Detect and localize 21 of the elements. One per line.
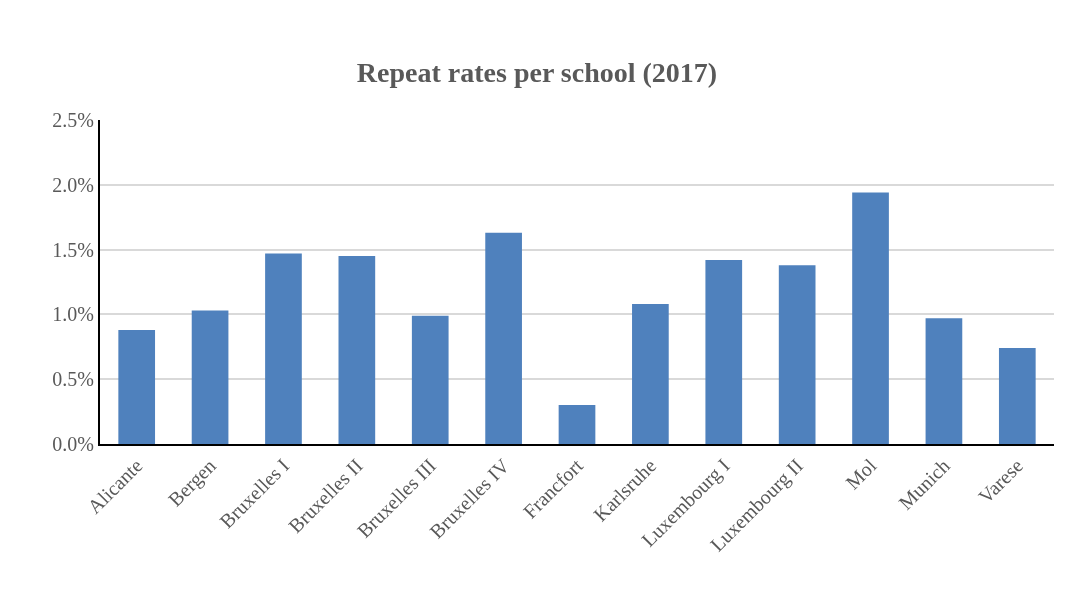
bar [705, 259, 743, 444]
bar [118, 329, 156, 444]
y-tick-label: 0.5% [52, 368, 94, 391]
bar [925, 318, 963, 444]
y-tick-label: 0.0% [52, 433, 94, 455]
bar [558, 405, 596, 444]
bar [852, 192, 889, 444]
bar [632, 304, 669, 444]
bar [998, 348, 1036, 444]
bar [338, 256, 376, 444]
y-tick-label: 2.5% [52, 109, 94, 131]
bar [485, 232, 522, 444]
x-tick-label: Mol [841, 454, 881, 494]
chart-title: Repeat rates per school (2017) [356, 57, 718, 89]
bar [265, 253, 302, 444]
y-tick-label: 1.5% [52, 238, 94, 261]
y-tick-label: 2.0% [52, 173, 94, 196]
bar [191, 310, 229, 444]
y-tick-label: 1.0% [52, 303, 94, 326]
bar [411, 315, 449, 444]
bar [778, 265, 816, 444]
